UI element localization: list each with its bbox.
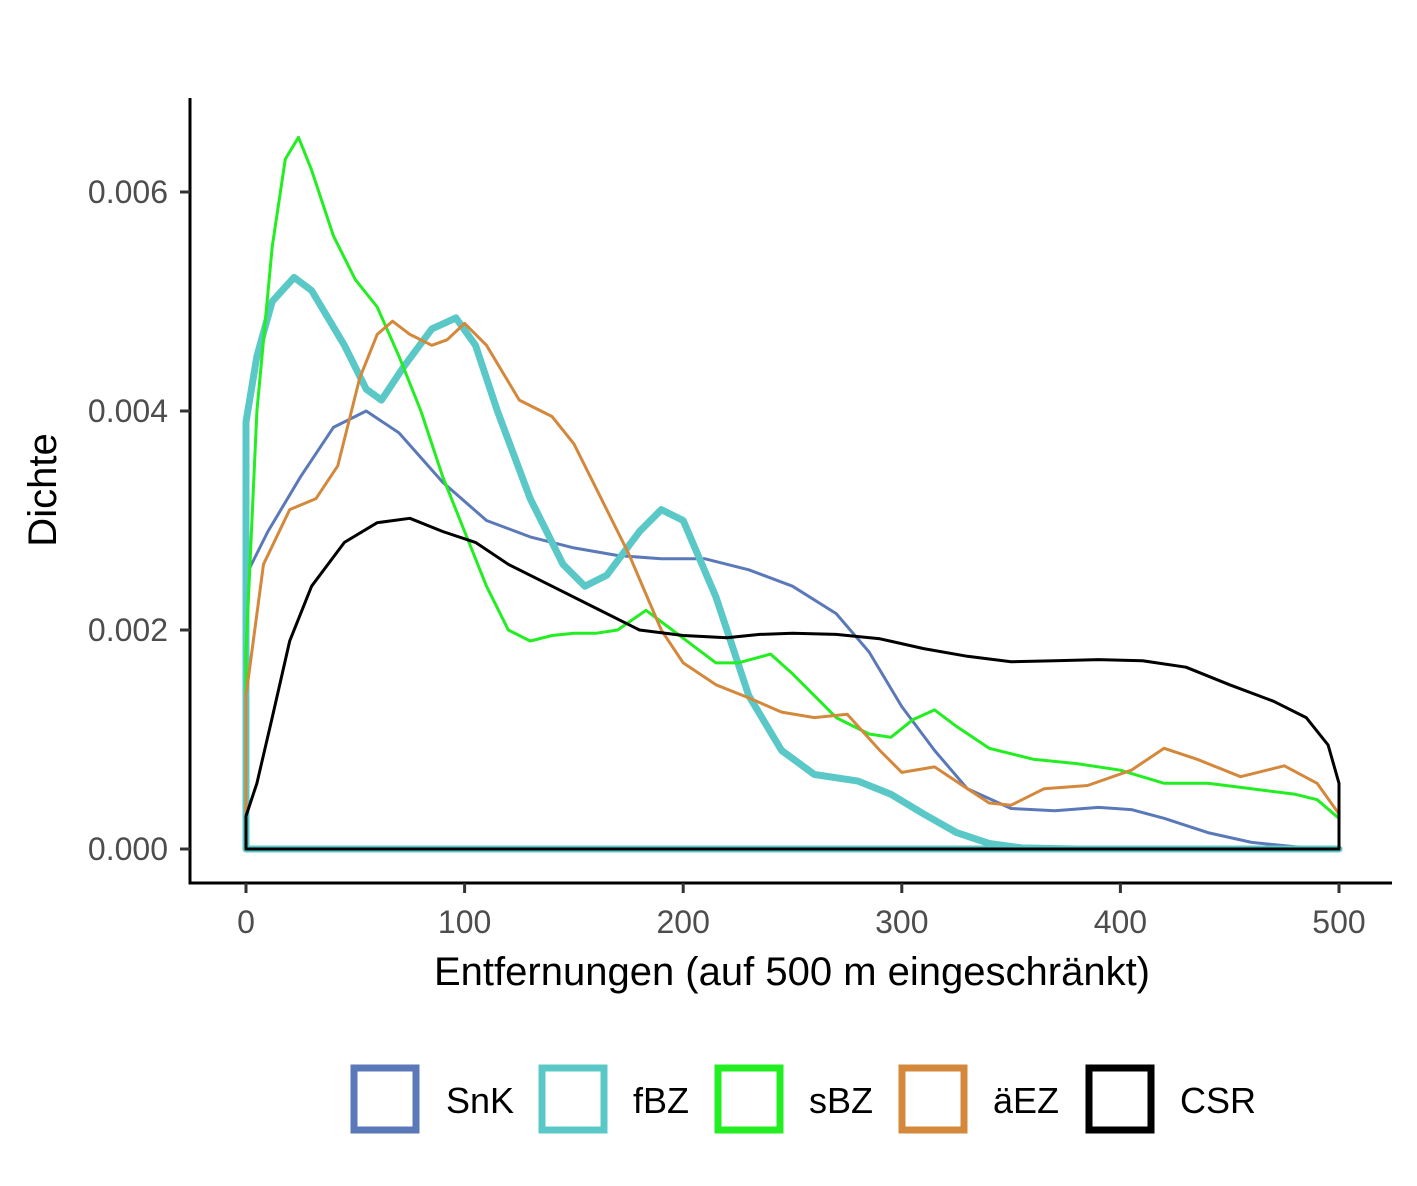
ticks-layer: 0 100 200 300 400 500 0.000 0.002 0.004 0.006: [88, 174, 1366, 940]
x-tick-label: 100: [438, 904, 491, 940]
x-tick-label: 200: [657, 904, 710, 940]
series-line-2: [244, 135, 1341, 851]
y-tick-label: 0.006: [88, 174, 168, 210]
series-line-3: [244, 319, 1341, 851]
y-tick-label: 0.004: [88, 393, 168, 429]
x-tick-label: 400: [1094, 904, 1147, 940]
legend-label-0: SnK: [446, 1080, 514, 1121]
x-tick-label: 300: [875, 904, 928, 940]
y-axis-title: Dichte: [21, 433, 65, 546]
series-layer: [242, 135, 1343, 853]
x-tick-label: 500: [1312, 904, 1365, 940]
legend-key-1: [538, 1064, 608, 1134]
legend-key-2: [714, 1064, 784, 1134]
legend-label-4: CSR: [1180, 1080, 1256, 1121]
y-tick-label: 0.000: [88, 831, 168, 867]
legend-key-0: [350, 1064, 420, 1134]
y-tick-label: 0.002: [88, 612, 168, 648]
axes-layer: [188, 98, 1392, 885]
legend-label-3: äEZ: [993, 1080, 1059, 1121]
legend-key-3: [898, 1064, 968, 1134]
x-axis-title: Entfernungen (auf 500 m eingeschränkt): [434, 950, 1150, 994]
legend-label-1: fBZ: [633, 1080, 689, 1121]
legend-key-4: [1085, 1064, 1155, 1134]
series-line-4: [244, 516, 1341, 851]
legend: SnK fBZ sBZ äEZ CSR: [350, 1064, 1256, 1134]
x-tick-label: 0: [237, 904, 255, 940]
legend-label-2: sBZ: [809, 1080, 873, 1121]
series-line-1: [242, 273, 1343, 853]
series-line-0: [244, 409, 1341, 851]
